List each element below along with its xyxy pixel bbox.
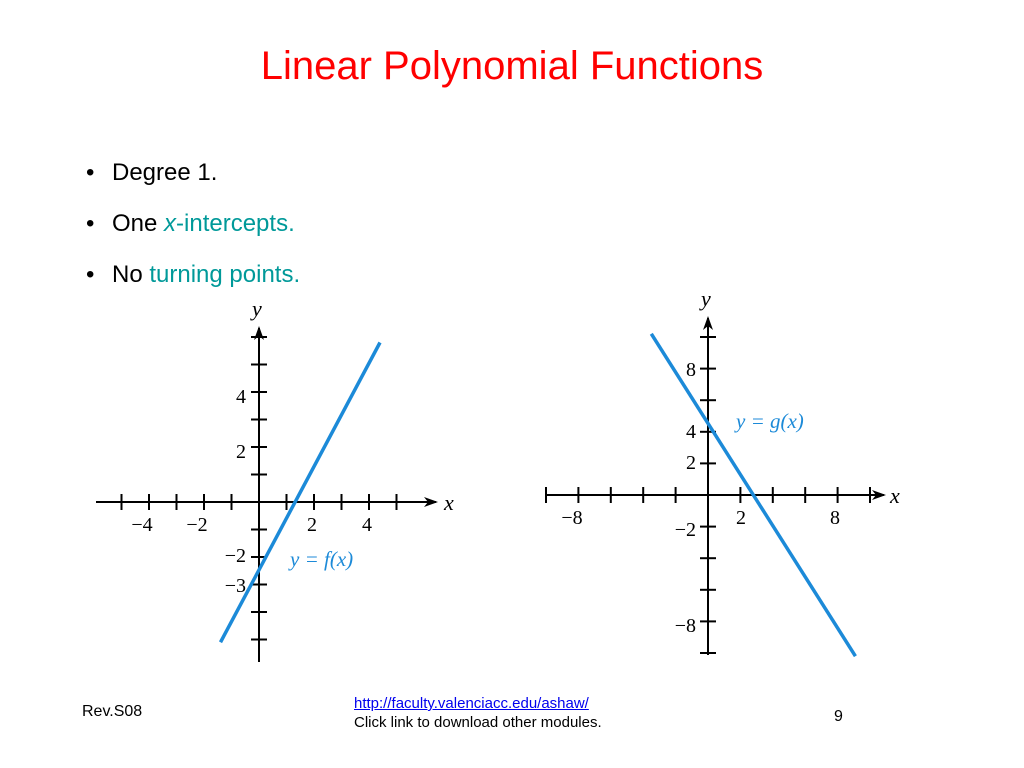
y-tick-label: −8 [675, 615, 696, 637]
x-tick-label: −4 [131, 514, 152, 536]
bullet-text: No [112, 261, 150, 288]
x-tick-label: −8 [561, 507, 582, 529]
x-ticks [120, 494, 398, 510]
y-tick-label: −3 [225, 575, 246, 597]
footer-links: http://faculty.valenciacc.edu/ashaw/ Cli… [354, 694, 602, 732]
bullet-item: • Degree 1. [86, 154, 300, 205]
y-tick-label: 2 [686, 452, 696, 474]
series-line [649, 332, 857, 658]
x-axis-label: x [889, 483, 900, 508]
bullet-text: One [112, 210, 165, 237]
x-ticks [545, 487, 871, 503]
page-number: 9 [834, 708, 843, 725]
x-tick-label: −2 [186, 514, 207, 536]
bullet-item: • One x-intercepts. [86, 205, 300, 256]
bullet-dot: • [86, 210, 95, 237]
x-tick-label: 2 [736, 507, 746, 529]
y-axis-label: y [250, 296, 262, 321]
bullet-dot: • [86, 261, 95, 288]
y-tick-label: −2 [675, 519, 696, 541]
bullet-highlight: -intercepts. [176, 210, 295, 237]
bullet-highlight: turning points. [149, 261, 301, 288]
y-tick-label: 2 [236, 441, 246, 463]
x-tick-label: 8 [830, 507, 840, 529]
y-ticks [700, 336, 716, 654]
series-line [218, 341, 382, 644]
y-axis-label: y [699, 286, 711, 311]
slide-title: Linear Polynomial Functions [260, 44, 764, 88]
y-tick-label: 4 [686, 421, 696, 443]
y-tick-label: 8 [686, 359, 696, 381]
bullet-dot: • [86, 159, 95, 186]
graph-f: −4 −2 2 4 4 2 −2 −3 x y y = f(x) [96, 296, 454, 662]
function-label: y = g(x) [734, 409, 804, 433]
y-tick-label: −2 [225, 545, 246, 567]
x-tick-label: 2 [307, 514, 317, 536]
x-axis-label: x [443, 490, 454, 515]
bullet-text: Degree 1. [112, 159, 218, 186]
y-tick-label: 4 [236, 386, 246, 408]
revision-label: Rev.S08 [82, 703, 143, 720]
bullet-list: • Degree 1. • One x-intercepts. • No turnin… [86, 154, 300, 307]
graph-g: −8 2 8 8 4 2 −2 −8 x y y = g(x) [545, 286, 900, 658]
faculty-link[interactable]: http://faculty.valenciacc.edu/ashaw/ [354, 695, 589, 712]
bullet-variable: x [164, 210, 177, 237]
bullet-item: • No turning points. [86, 256, 300, 307]
function-label: y = f(x) [288, 547, 353, 571]
link-note: Click link to download other modules. [354, 714, 602, 731]
x-tick-label: 4 [362, 514, 372, 536]
